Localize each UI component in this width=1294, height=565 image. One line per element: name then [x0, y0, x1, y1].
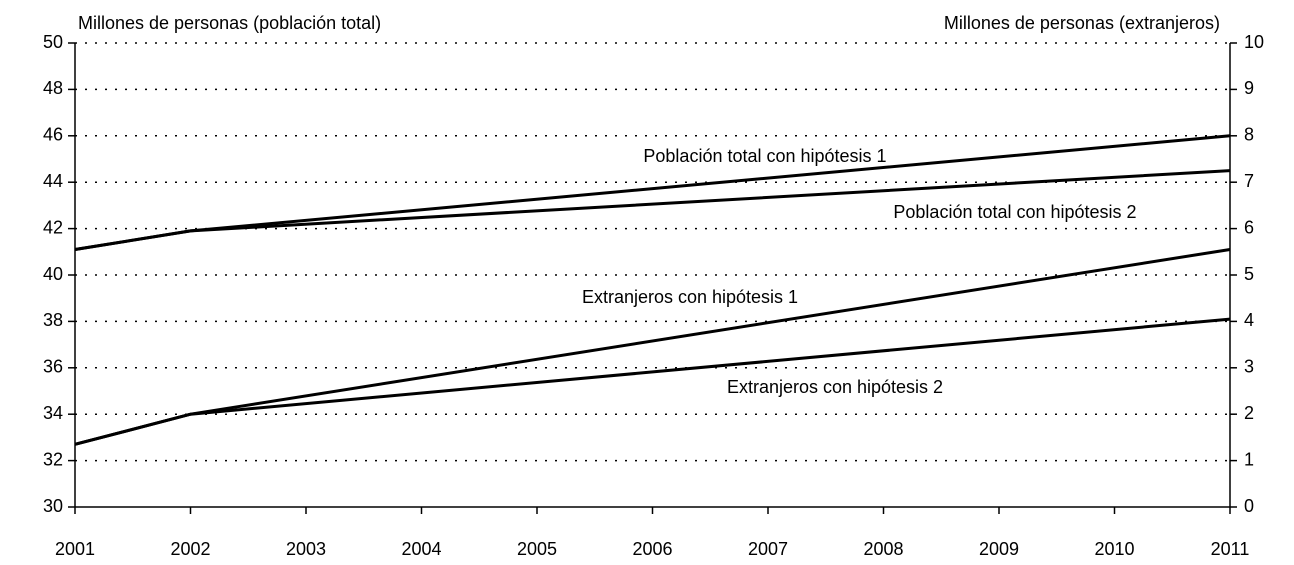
y-tick-label: 44: [43, 171, 63, 191]
y-tick-label: 42: [43, 217, 63, 237]
y2-tick-label: 5: [1244, 264, 1254, 284]
x-tick-label: 2005: [517, 539, 557, 559]
y-tick-label: 50: [43, 32, 63, 52]
y-axis-title: Millones de personas (población total): [78, 13, 381, 33]
series-label: Población total con hipótesis 2: [893, 202, 1136, 222]
y2-tick-label: 9: [1244, 78, 1254, 98]
y2-tick-label: 3: [1244, 357, 1254, 377]
y-tick-label: 40: [43, 264, 63, 284]
x-tick-label: 2010: [1094, 539, 1134, 559]
y2-axis-title: Millones de personas (extranjeros): [944, 13, 1220, 33]
y2-tick-label: 1: [1244, 449, 1254, 469]
x-tick-label: 2003: [286, 539, 326, 559]
series-label: Extranjeros con hipótesis 1: [582, 287, 798, 307]
y2-tick-label: 4: [1244, 310, 1254, 330]
series-label: Población total con hipótesis 1: [643, 146, 886, 166]
y-tick-label: 38: [43, 310, 63, 330]
y-tick-label: 48: [43, 78, 63, 98]
x-tick-label: 2006: [632, 539, 672, 559]
x-tick-label: 2004: [401, 539, 441, 559]
x-tick-label: 2011: [1211, 539, 1250, 559]
x-tick-label: 2009: [979, 539, 1019, 559]
y-tick-label: 30: [43, 496, 63, 516]
y-tick-label: 34: [43, 403, 63, 423]
series-label: Extranjeros con hipótesis 2: [727, 377, 943, 397]
y2-tick-label: 10: [1244, 32, 1264, 52]
series-line: [74, 169, 1231, 251]
x-tick-label: 2008: [863, 539, 903, 559]
y2-tick-label: 2: [1244, 403, 1254, 423]
y2-tick-label: 6: [1244, 217, 1254, 237]
y2-tick-label: 7: [1244, 171, 1254, 191]
series-line: [74, 247, 1231, 446]
x-tick-label: 2007: [748, 539, 788, 559]
x-tick-label: 2002: [170, 539, 210, 559]
series-line: [74, 317, 1231, 446]
y-tick-label: 36: [43, 357, 63, 377]
y-tick-label: 46: [43, 125, 63, 145]
y2-tick-label: 8: [1244, 125, 1254, 145]
y-tick-label: 32: [43, 449, 63, 469]
x-tick-label: 2001: [55, 539, 95, 559]
y2-tick-label: 0: [1244, 496, 1254, 516]
